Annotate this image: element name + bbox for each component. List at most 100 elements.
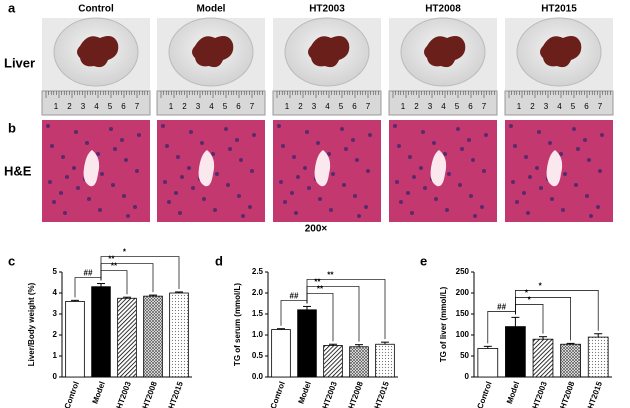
- nucleus: [165, 144, 169, 148]
- nucleus: [279, 180, 283, 184]
- nucleus: [277, 124, 281, 128]
- significance-label: ##: [497, 302, 506, 311]
- y-tick-label: 0.0: [252, 372, 264, 381]
- x-tick-label: Control: [475, 380, 493, 408]
- nucleus: [526, 211, 530, 215]
- significance-bracket: [306, 279, 386, 340]
- nucleus: [342, 183, 346, 187]
- significance-label: **: [317, 285, 324, 294]
- nucleus: [469, 194, 473, 198]
- nucleus: [187, 166, 191, 170]
- nucleus: [281, 144, 285, 148]
- nucleus: [248, 205, 252, 209]
- significance-label: *: [525, 288, 529, 297]
- nucleus: [399, 200, 403, 204]
- bar: [560, 343, 581, 378]
- nucleus: [355, 158, 359, 162]
- bar: [117, 297, 137, 378]
- ruler-label: 5: [571, 102, 576, 111]
- ruler-label: 1: [54, 102, 59, 111]
- nucleus: [87, 197, 91, 201]
- ruler-label: 2: [414, 102, 419, 111]
- nucleus: [524, 155, 528, 159]
- y-tick-label: 250: [456, 267, 470, 276]
- bar: [532, 338, 554, 378]
- significance-label: ##: [290, 292, 299, 301]
- ruler-label: 6: [352, 102, 357, 111]
- liver: [77, 36, 119, 68]
- bar: [65, 300, 85, 378]
- nucleus: [176, 155, 180, 159]
- nucleus: [572, 127, 576, 131]
- x-tick-label: Model: [297, 380, 313, 405]
- nucleus: [137, 133, 141, 137]
- nucleus: [48, 180, 52, 184]
- ruler-label: 7: [366, 102, 371, 111]
- error-bar: [123, 296, 131, 299]
- error-bar: [175, 291, 183, 293]
- x-tick-label: Control: [63, 380, 81, 408]
- nucleus: [331, 172, 335, 176]
- nucleus: [406, 191, 410, 195]
- nucleus: [85, 141, 89, 145]
- x-tick-label: HT2015: [373, 380, 391, 408]
- panel-label: b: [8, 120, 16, 135]
- vein: [430, 150, 447, 187]
- nucleus: [174, 191, 178, 195]
- column-header: HT2008: [425, 4, 461, 15]
- significance-label: **: [327, 271, 334, 280]
- nucleus: [316, 141, 320, 145]
- nucleus: [180, 175, 184, 179]
- vein: [198, 150, 215, 187]
- nucleus: [46, 124, 50, 128]
- ruler-label: 6: [584, 102, 589, 111]
- nucleus: [215, 172, 219, 176]
- y-tick-label: 4: [53, 288, 58, 297]
- nucleus: [412, 175, 416, 179]
- liver: [308, 36, 350, 68]
- x-tick-label: HT2008: [347, 380, 365, 408]
- nucleus: [241, 214, 245, 218]
- nucleus: [410, 211, 414, 215]
- nucleus: [421, 130, 425, 134]
- nucleus: [528, 175, 532, 179]
- panel-label: e: [420, 253, 427, 268]
- nucleus: [98, 208, 102, 212]
- nucleus: [447, 172, 451, 176]
- error-bar: [566, 342, 575, 345]
- ruler-label: 7: [598, 102, 603, 111]
- panel-label: a: [8, 0, 16, 15]
- nucleus: [535, 166, 539, 170]
- nucleus: [237, 194, 241, 198]
- nucleus: [600, 133, 604, 137]
- error-bar: [97, 283, 105, 287]
- y-axis-label: TG of serum (mmol/L): [233, 283, 242, 366]
- ruler-label: 1: [285, 102, 290, 111]
- error-bar: [483, 345, 492, 349]
- liver: [192, 36, 234, 68]
- significance-label: *: [123, 248, 127, 257]
- vein: [314, 150, 331, 187]
- nucleus: [539, 186, 543, 190]
- y-tick-label: 2.5: [252, 267, 264, 276]
- nucleus: [296, 175, 300, 179]
- bar: [271, 329, 291, 378]
- x-tick-label: HT2008: [141, 380, 159, 408]
- nucleus: [200, 141, 204, 145]
- bar: [477, 348, 499, 378]
- nucleus: [484, 133, 488, 137]
- nucleus: [239, 158, 243, 162]
- ruler-label: 6: [121, 102, 126, 111]
- y-tick-label: 2.0: [252, 288, 264, 297]
- y-axis-label: Liver/Body weight (%): [27, 282, 36, 366]
- ruler-label: 2: [530, 102, 535, 111]
- nucleus: [59, 191, 63, 195]
- liver: [540, 36, 582, 68]
- nucleus: [583, 138, 587, 142]
- y-tick-label: 5: [53, 267, 58, 276]
- error-bar: [149, 294, 157, 297]
- error-bar: [355, 344, 363, 347]
- ruler-label: 2: [298, 102, 303, 111]
- ruler-label: 7: [482, 102, 487, 111]
- nucleus: [191, 186, 195, 190]
